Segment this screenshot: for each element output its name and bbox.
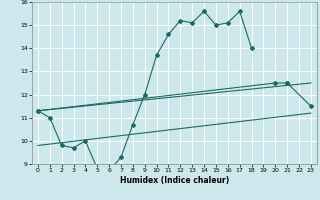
X-axis label: Humidex (Indice chaleur): Humidex (Indice chaleur): [120, 176, 229, 185]
